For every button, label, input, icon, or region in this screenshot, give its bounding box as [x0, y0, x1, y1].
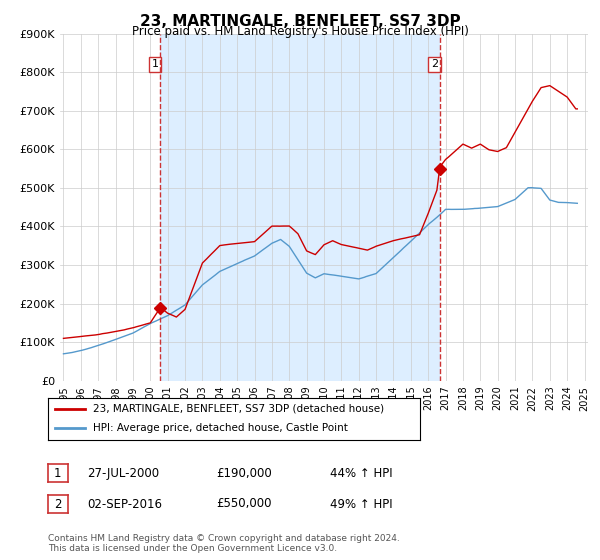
Bar: [160, 34, 440, 381]
Text: 49% ↑ HPI: 49% ↑ HPI: [330, 497, 392, 511]
Text: 44% ↑ HPI: 44% ↑ HPI: [330, 466, 392, 480]
Text: £190,000: £190,000: [216, 466, 272, 480]
Text: 23, MARTINGALE, BENFLEET, SS7 3DP: 23, MARTINGALE, BENFLEET, SS7 3DP: [140, 14, 460, 29]
Text: 1: 1: [152, 59, 158, 69]
Text: £550,000: £550,000: [216, 497, 271, 511]
Text: 1: 1: [54, 466, 62, 480]
Text: Contains HM Land Registry data © Crown copyright and database right 2024.
This d: Contains HM Land Registry data © Crown c…: [48, 534, 400, 553]
Text: 2: 2: [431, 59, 438, 69]
Text: 27-JUL-2000: 27-JUL-2000: [87, 466, 159, 480]
Text: 23, MARTINGALE, BENFLEET, SS7 3DP (detached house): 23, MARTINGALE, BENFLEET, SS7 3DP (detac…: [92, 404, 384, 414]
Text: HPI: Average price, detached house, Castle Point: HPI: Average price, detached house, Cast…: [92, 423, 347, 433]
Text: 02-SEP-2016: 02-SEP-2016: [87, 497, 162, 511]
Text: Price paid vs. HM Land Registry's House Price Index (HPI): Price paid vs. HM Land Registry's House …: [131, 25, 469, 38]
Text: 2: 2: [54, 497, 62, 511]
